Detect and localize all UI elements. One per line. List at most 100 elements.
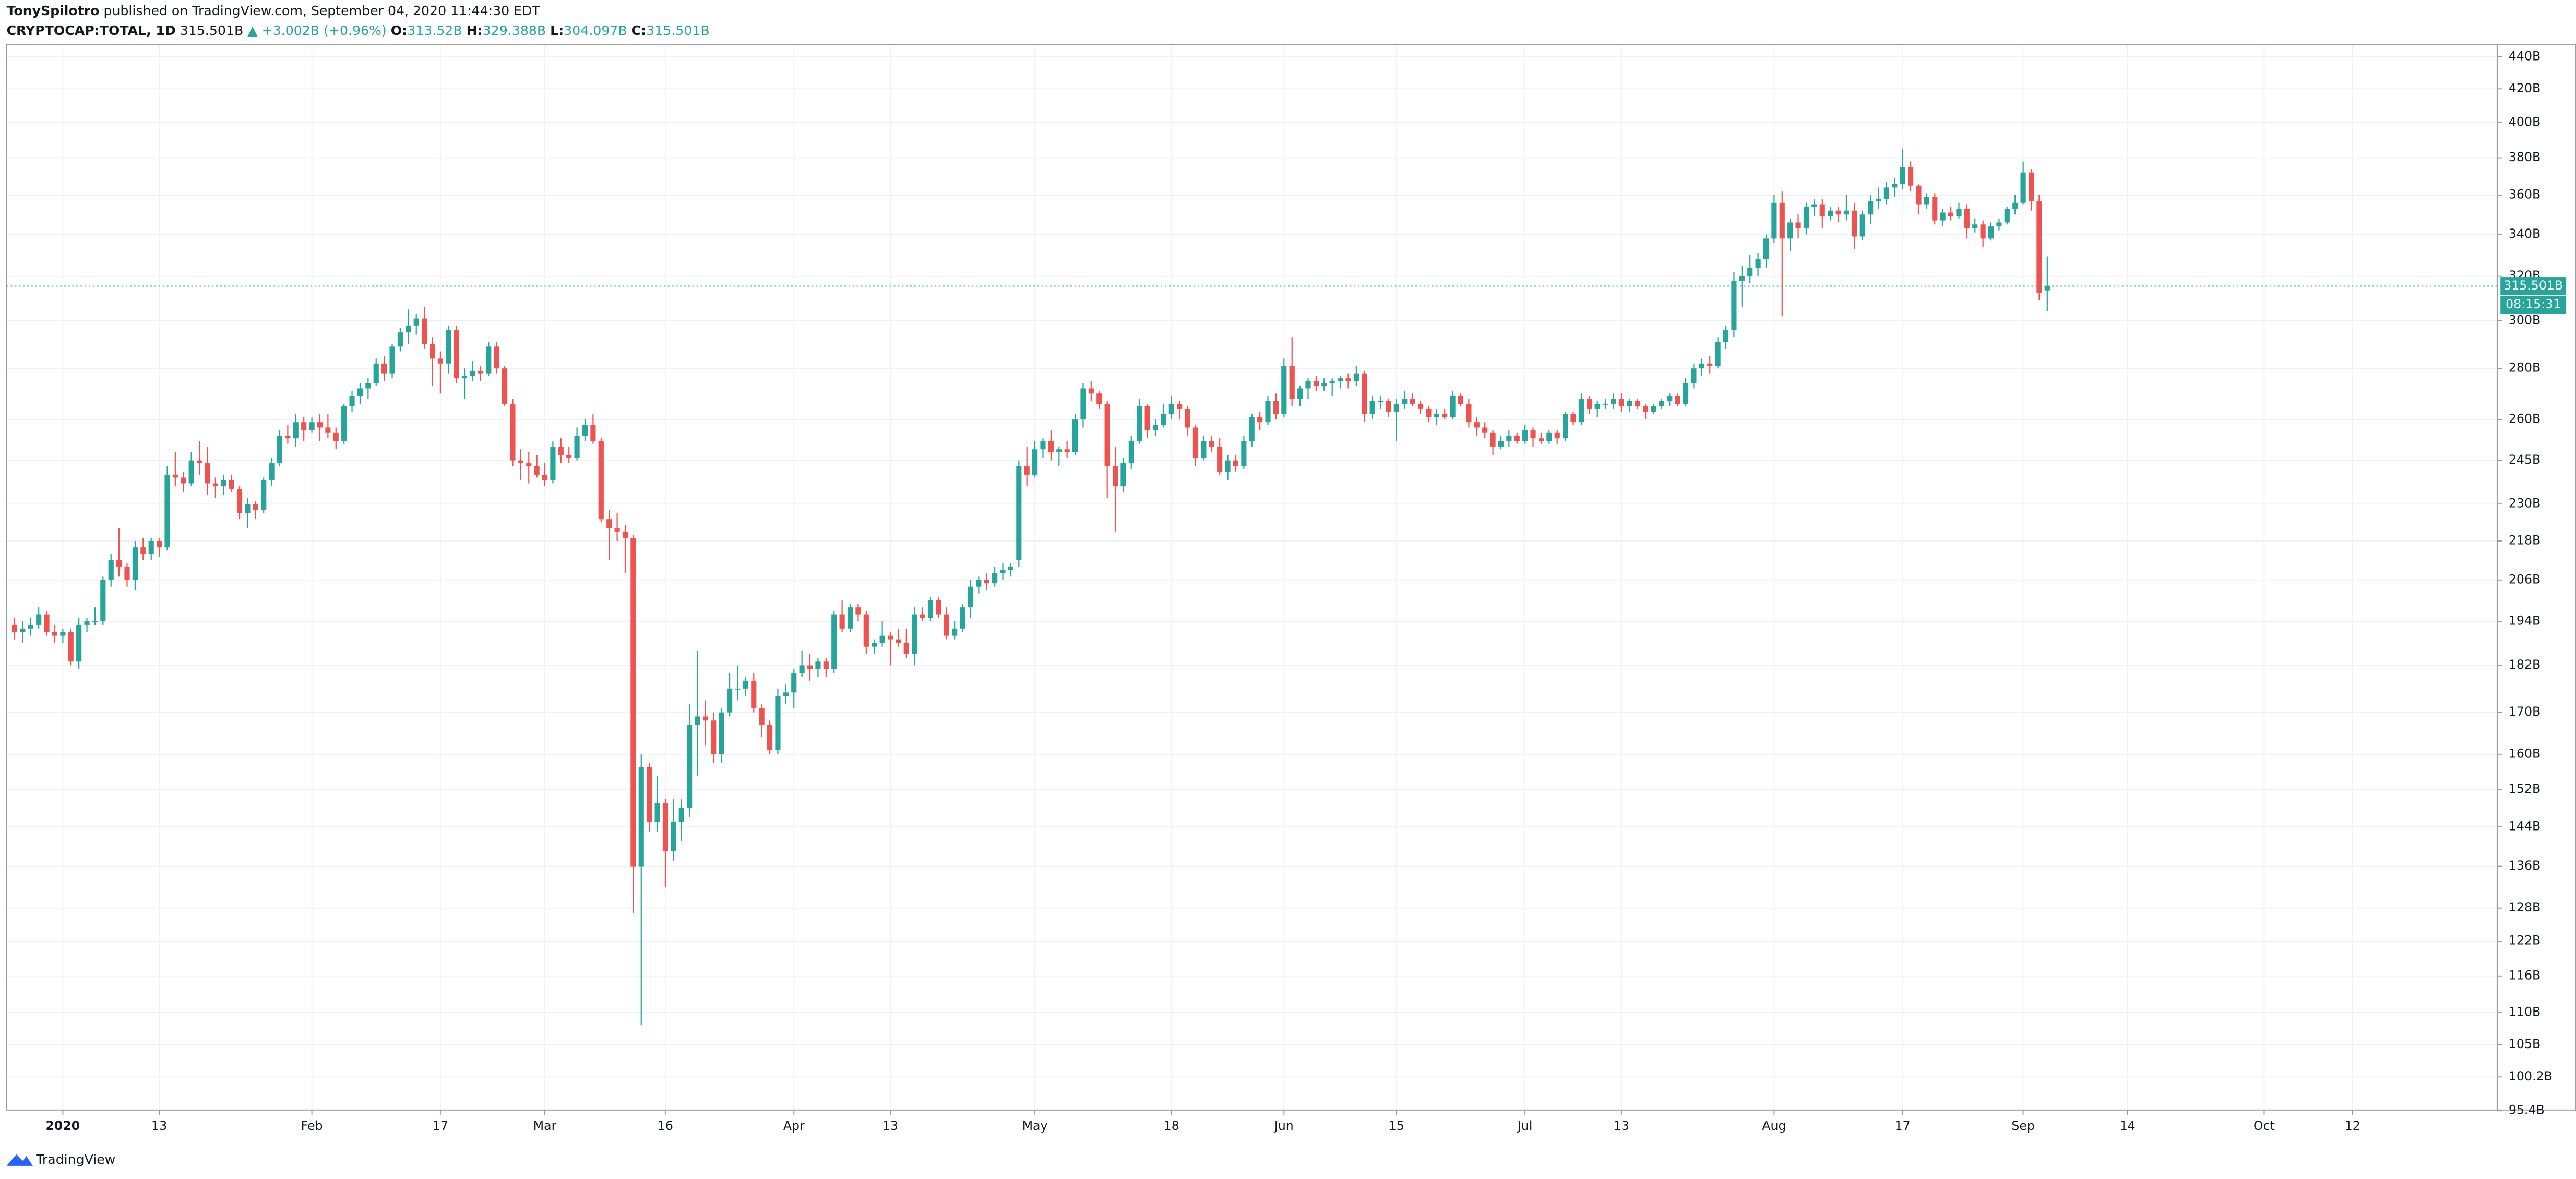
candle-body — [325, 427, 331, 433]
candle-body — [903, 643, 909, 654]
candle-body — [1201, 441, 1207, 458]
candle-body — [1876, 199, 1881, 201]
countdown-box — [2500, 296, 2567, 314]
candle-body — [831, 614, 837, 669]
y-tick-label: 380B — [2509, 150, 2541, 164]
candle-body — [558, 446, 564, 455]
candle-body — [11, 624, 18, 632]
candle-body — [365, 383, 371, 389]
candle-body — [1988, 226, 1994, 239]
candle-body — [108, 560, 114, 580]
candle-body — [1490, 432, 1496, 447]
candle-body — [1828, 210, 1833, 217]
candle-body — [1217, 446, 1223, 472]
candle-body — [1233, 460, 1239, 466]
candle-body — [293, 422, 299, 439]
candle-body — [630, 537, 636, 867]
candle-body — [1064, 449, 1070, 452]
candle-body — [1120, 463, 1126, 487]
candle-body — [1249, 417, 1255, 441]
x-tick-label: 16 — [658, 1118, 673, 1133]
x-tick-label: Feb — [301, 1118, 323, 1133]
candle-body — [671, 822, 676, 851]
candle-body — [1096, 393, 1102, 404]
candle-body — [462, 376, 468, 379]
candle-body — [1329, 380, 1335, 383]
footer-logo[interactable]: TradingView — [6, 1152, 116, 1167]
y-tick-label: 440B — [2509, 49, 2541, 63]
candle-body — [1345, 378, 1351, 381]
candle-body — [2036, 201, 2042, 293]
y-tick-label: 182B — [2509, 657, 2541, 672]
y-tick-label: 128B — [2509, 900, 2541, 915]
candle-body — [188, 460, 194, 484]
candle-body — [164, 474, 170, 548]
candle-body — [1546, 432, 1552, 441]
candle-body — [1956, 208, 1962, 217]
x-tick-label: 13 — [151, 1118, 167, 1133]
candle-body — [719, 712, 724, 754]
candle-body — [952, 628, 958, 636]
symbol: CRYPTOCAP:TOTAL, 1D — [7, 23, 176, 38]
candle-body — [807, 665, 813, 669]
candle-body — [518, 460, 523, 464]
candle-body — [1321, 383, 1327, 386]
y-tick-label: 218B — [2509, 533, 2541, 547]
candle-body — [446, 330, 451, 364]
candle-body — [92, 621, 98, 623]
candle-body — [2012, 202, 2018, 209]
candle-body — [1924, 197, 1929, 205]
candle-body — [116, 560, 122, 567]
candle-body — [1506, 435, 1512, 441]
candle-body — [1755, 259, 1761, 268]
candle-body — [341, 406, 347, 441]
candle-body — [44, 614, 50, 632]
candle-body — [1570, 414, 1576, 423]
candle-body — [1185, 408, 1190, 428]
x-tick-label: Apr — [783, 1118, 805, 1133]
candle-body — [654, 803, 660, 822]
candle-body — [470, 370, 475, 376]
candle-body — [1434, 414, 1439, 417]
x-tick-label: 17 — [433, 1118, 448, 1133]
candle-body — [550, 446, 556, 480]
x-tick-label: 18 — [1164, 1118, 1179, 1133]
candle-body — [422, 318, 427, 344]
candle-body — [1168, 403, 1174, 414]
candle-body — [181, 477, 186, 484]
candle-body — [702, 716, 708, 721]
candle-body — [229, 480, 234, 489]
y-tick-label: 340B — [2509, 226, 2541, 241]
candle-body — [887, 635, 893, 640]
candle-body — [590, 425, 596, 441]
y-tick-label: 260B — [2509, 412, 2541, 426]
candle-body — [196, 460, 202, 464]
candle-body — [1522, 430, 1528, 441]
candle-body — [157, 540, 162, 548]
candle-body — [236, 489, 243, 513]
candle-body — [1932, 197, 1938, 221]
candle-body — [1273, 401, 1279, 414]
candle-body — [1811, 204, 1817, 207]
candle-body — [984, 580, 989, 584]
o-label: O: — [391, 23, 407, 38]
candle-body — [1402, 399, 1408, 404]
candle-body — [695, 716, 700, 725]
last-price-box — [2500, 277, 2567, 295]
candle-body — [799, 665, 805, 673]
y-tick-label: 136B — [2509, 858, 2541, 873]
author[interactable]: TonySpilotro — [7, 3, 100, 18]
x-tick-label: 2020 — [46, 1118, 80, 1133]
candle-body — [1177, 403, 1183, 409]
low: 304.097B — [564, 23, 627, 38]
candle-body — [1715, 342, 1721, 366]
candle-body — [1948, 212, 1954, 217]
candle-body — [148, 540, 154, 554]
candle-body — [301, 422, 307, 430]
candle-body — [1305, 380, 1311, 389]
l-label: L: — [550, 23, 564, 38]
candle-body — [261, 480, 267, 510]
candle-body — [277, 435, 283, 464]
candle-body — [381, 363, 387, 374]
